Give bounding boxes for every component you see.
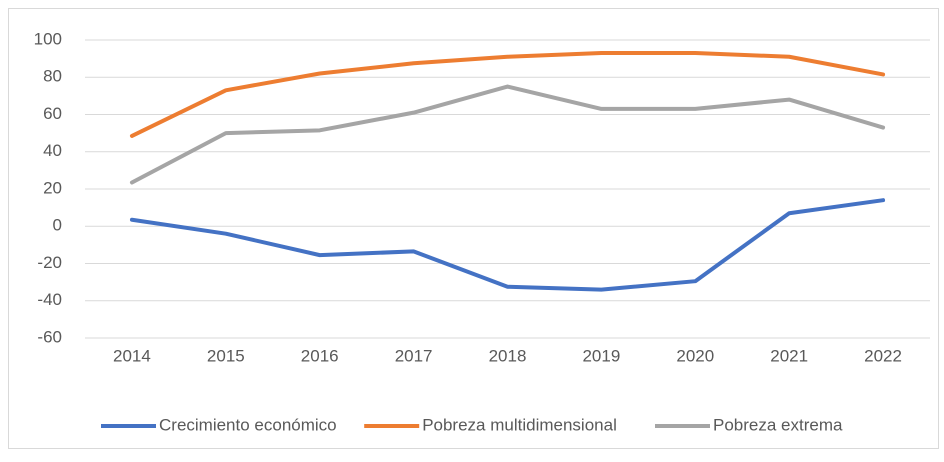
- y-tick-label: 40: [43, 141, 62, 160]
- line: [129, 198, 886, 292]
- x-tick-label: 2021: [770, 346, 808, 365]
- legend-label: Pobreza extrema: [713, 415, 843, 434]
- line: [129, 84, 886, 185]
- x-tick-label: 2018: [489, 346, 527, 365]
- x-tick-label: 2022: [864, 346, 902, 365]
- y-tick-label: -60: [37, 327, 62, 346]
- x-tick-label: 2017: [395, 346, 433, 365]
- x-tick-label: 2019: [582, 346, 620, 365]
- legend-label: Crecimiento económico: [159, 415, 337, 434]
- x-tick-label: 2014: [113, 346, 151, 365]
- chart-border: [8, 8, 939, 449]
- y-tick-label: -20: [37, 253, 62, 272]
- y-tick-label: 20: [43, 178, 62, 197]
- x-tick-label: 2016: [301, 346, 339, 365]
- y-tick-label: 80: [43, 67, 62, 86]
- y-tick-label: 100: [34, 29, 62, 48]
- legend-label: Pobreza multidimensional: [422, 415, 617, 434]
- x-tick-label: 2015: [207, 346, 245, 365]
- x-tick-label: 2020: [676, 346, 714, 365]
- y-tick-label: 0: [53, 216, 62, 235]
- y-tick-label: 60: [43, 104, 62, 123]
- line: [129, 51, 886, 138]
- y-tick-label: -40: [37, 290, 62, 309]
